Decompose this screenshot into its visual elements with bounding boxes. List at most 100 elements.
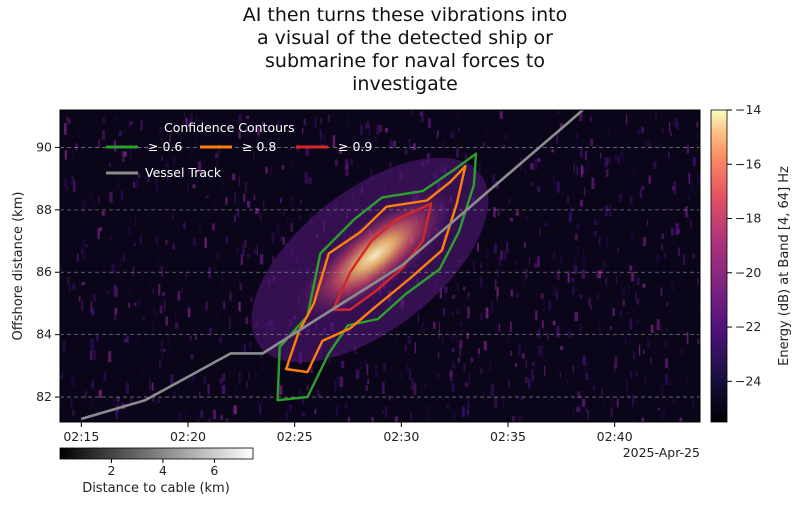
- heatmap-cell: [305, 147, 309, 156]
- heatmap-cell: [504, 134, 508, 139]
- heatmap-cell: [447, 405, 449, 410]
- heatmap-cell: [692, 157, 696, 167]
- plot-frame: [59, 109, 701, 423]
- heatmap-cell: [516, 293, 519, 297]
- heatmap-cell: [183, 222, 186, 229]
- heatmap-cell: [483, 341, 487, 351]
- heatmap-cell: [222, 385, 226, 395]
- heatmap-cell: [205, 195, 209, 199]
- y-axis-label: Offshore distance (km): [11, 192, 26, 341]
- heatmap-cell: [185, 272, 188, 280]
- heatmap-cell: [265, 166, 268, 174]
- heatmap-cell: [650, 324, 654, 333]
- heatmap-cell: [195, 335, 197, 340]
- heatmap-cell: [410, 412, 413, 422]
- heatmap-cell: [493, 206, 496, 218]
- heatmap-cell: [98, 390, 102, 398]
- heatmap-cell: [567, 379, 569, 384]
- heatmap-cell: [456, 308, 460, 314]
- heatmap-cell: [173, 156, 176, 168]
- heatmap-cell: [639, 126, 643, 134]
- heatmap-cell: [151, 382, 154, 391]
- heatmap-cell: [535, 126, 537, 133]
- heatmap-cell: [613, 363, 616, 372]
- heatmap-cell: [451, 335, 454, 343]
- heatmap-cell: [460, 329, 464, 333]
- heatmap-cell: [233, 405, 237, 414]
- heatmap-cell: [116, 396, 120, 402]
- heatmap-cell: [149, 379, 151, 391]
- heatmap-cell: [262, 121, 264, 128]
- heatmap-cell: [616, 398, 619, 408]
- heatmap-cell: [686, 145, 690, 154]
- caption-line: AI then turns these vibrations into: [242, 4, 568, 26]
- heatmap-cell: [384, 406, 388, 418]
- heatmap-cell: [276, 224, 280, 236]
- heatmap-cell: [152, 288, 154, 294]
- heatmap-cell: [692, 397, 695, 409]
- heatmap-cell: [64, 178, 68, 188]
- heatmap-cell: [197, 419, 199, 422]
- heatmap-cell: [665, 374, 669, 386]
- heatmap-cell: [72, 409, 75, 416]
- heatmap-cell: [417, 313, 419, 322]
- heatmap-cell: [622, 287, 625, 297]
- heatmap-cell: [302, 128, 304, 134]
- heatmap-cell: [683, 254, 685, 265]
- heatmap-cell: [675, 223, 679, 235]
- heatmap-cell: [648, 176, 650, 184]
- heatmap-cell: [591, 231, 593, 236]
- heatmap-cell: [133, 302, 137, 307]
- heatmap-cell: [201, 114, 204, 122]
- heatmap-cell: [500, 250, 503, 261]
- heatmap-cell: [466, 410, 469, 415]
- heatmap-cell: [189, 113, 193, 124]
- heatmap-cell: [234, 192, 236, 203]
- heatmap-cell: [250, 296, 253, 303]
- y-axis: 82 84 86 88 90: [36, 139, 60, 404]
- heatmap-cell: [109, 191, 113, 203]
- heatmap-cell: [70, 398, 73, 408]
- heatmap-cell: [215, 157, 219, 170]
- heatmap-cell: [479, 163, 481, 173]
- heatmap-cell: [472, 260, 475, 271]
- heatmap-cell: [238, 131, 241, 139]
- heatmap-cell: [92, 379, 94, 385]
- heatmap-cell: [155, 309, 157, 319]
- heatmap-cell: [479, 276, 483, 288]
- heatmap-cell: [113, 284, 117, 292]
- heatmap-cell: [525, 216, 529, 220]
- heatmap-cell: [289, 404, 292, 412]
- heatmap-cell: [108, 351, 112, 363]
- heatmap-cell: [98, 138, 101, 148]
- heatmap-cell: [166, 175, 168, 180]
- x-tick-label: 02:40: [597, 429, 633, 444]
- heatmap-cell: [225, 197, 228, 205]
- heatmap-cell: [176, 418, 179, 422]
- heatmap-cell: [428, 405, 431, 410]
- heatmap-cell: [626, 114, 628, 124]
- heatmap-cell: [588, 297, 591, 306]
- heatmap-cell: [393, 140, 396, 148]
- heatmap-cell: [574, 312, 578, 321]
- heatmap-cell: [422, 328, 426, 334]
- distance-colorbar: [59, 447, 254, 460]
- heatmap-cell: [649, 140, 651, 148]
- heatmap-cell: [437, 351, 440, 359]
- heatmap-cell: [676, 257, 678, 266]
- heatmap-cell: [132, 266, 135, 277]
- heatmap-cell: [243, 344, 246, 355]
- heatmap-cell: [660, 325, 662, 333]
- heatmap-cell: [643, 349, 645, 354]
- heatmap-cell: [101, 211, 105, 216]
- heatmap-cell: [542, 421, 545, 422]
- heatmap-cell: [172, 243, 175, 250]
- heatmap-cell: [238, 246, 240, 251]
- heatmap-cell: [114, 309, 117, 321]
- heatmap-cell: [556, 289, 558, 301]
- heatmap-cell: [457, 357, 461, 363]
- heatmap-cell: [552, 250, 556, 261]
- heatmap-cell: [532, 375, 535, 382]
- heatmap-cell: [581, 140, 583, 144]
- heatmap-cell: [198, 223, 202, 233]
